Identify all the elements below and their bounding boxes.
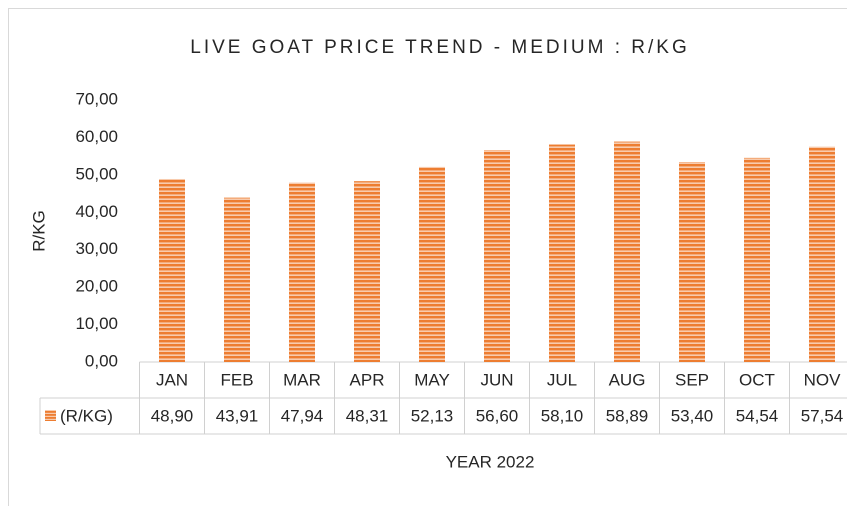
y-tick-label: 10,00 bbox=[75, 314, 118, 333]
bar bbox=[679, 162, 705, 362]
table-value: 48,90 bbox=[151, 406, 194, 425]
bar bbox=[809, 146, 835, 362]
table-value: 53,40 bbox=[671, 406, 714, 425]
bar bbox=[419, 166, 445, 362]
y-tick-label: 30,00 bbox=[75, 239, 118, 258]
table-value: 48,31 bbox=[346, 406, 389, 425]
x-tick-label: APR bbox=[350, 370, 385, 389]
y-tick-label: 40,00 bbox=[75, 202, 118, 221]
x-tick-label: JUL bbox=[547, 370, 577, 389]
x-tick-label: AUG bbox=[609, 370, 646, 389]
legend-swatch bbox=[45, 410, 56, 421]
table-value: 52,13 bbox=[411, 406, 454, 425]
bar bbox=[354, 181, 380, 362]
bar bbox=[549, 144, 575, 362]
y-tick-label: 60,00 bbox=[75, 127, 118, 146]
chart-title: LIVE GOAT PRICE TREND - MEDIUM : R/KG bbox=[190, 37, 690, 58]
table-value: 57,54 bbox=[801, 406, 844, 425]
x-tick-label: OCT bbox=[739, 370, 775, 389]
y-tick-label: 70,00 bbox=[75, 89, 118, 108]
table-value: 56,60 bbox=[476, 406, 519, 425]
x-tick-label: JAN bbox=[156, 370, 188, 389]
bar bbox=[744, 157, 770, 362]
table-value: 54,54 bbox=[736, 406, 779, 425]
y-tick-label: 20,00 bbox=[75, 277, 118, 296]
x-tick-label: FEB bbox=[220, 370, 253, 389]
bar bbox=[224, 197, 250, 362]
bar bbox=[289, 182, 315, 362]
x-tick-label: SEP bbox=[675, 370, 709, 389]
y-tick-label: 50,00 bbox=[75, 164, 118, 183]
bar bbox=[484, 150, 510, 362]
legend-label: (R/KG) bbox=[60, 406, 113, 425]
bar bbox=[614, 141, 640, 362]
x-axis-label: YEAR 2022 bbox=[446, 452, 535, 471]
y-tick-label: 0,00 bbox=[85, 351, 118, 370]
bar bbox=[159, 178, 185, 362]
x-tick-label: MAR bbox=[283, 370, 321, 389]
table-value: 58,10 bbox=[541, 406, 584, 425]
table-value: 47,94 bbox=[281, 406, 324, 425]
x-tick-label: MAY bbox=[414, 370, 450, 389]
x-tick-label: NOV bbox=[804, 370, 842, 389]
x-tick-label: JUN bbox=[480, 370, 513, 389]
table-value: 43,91 bbox=[216, 406, 259, 425]
table-value: 58,89 bbox=[606, 406, 649, 425]
y-axis-label: R/KG bbox=[29, 210, 48, 252]
